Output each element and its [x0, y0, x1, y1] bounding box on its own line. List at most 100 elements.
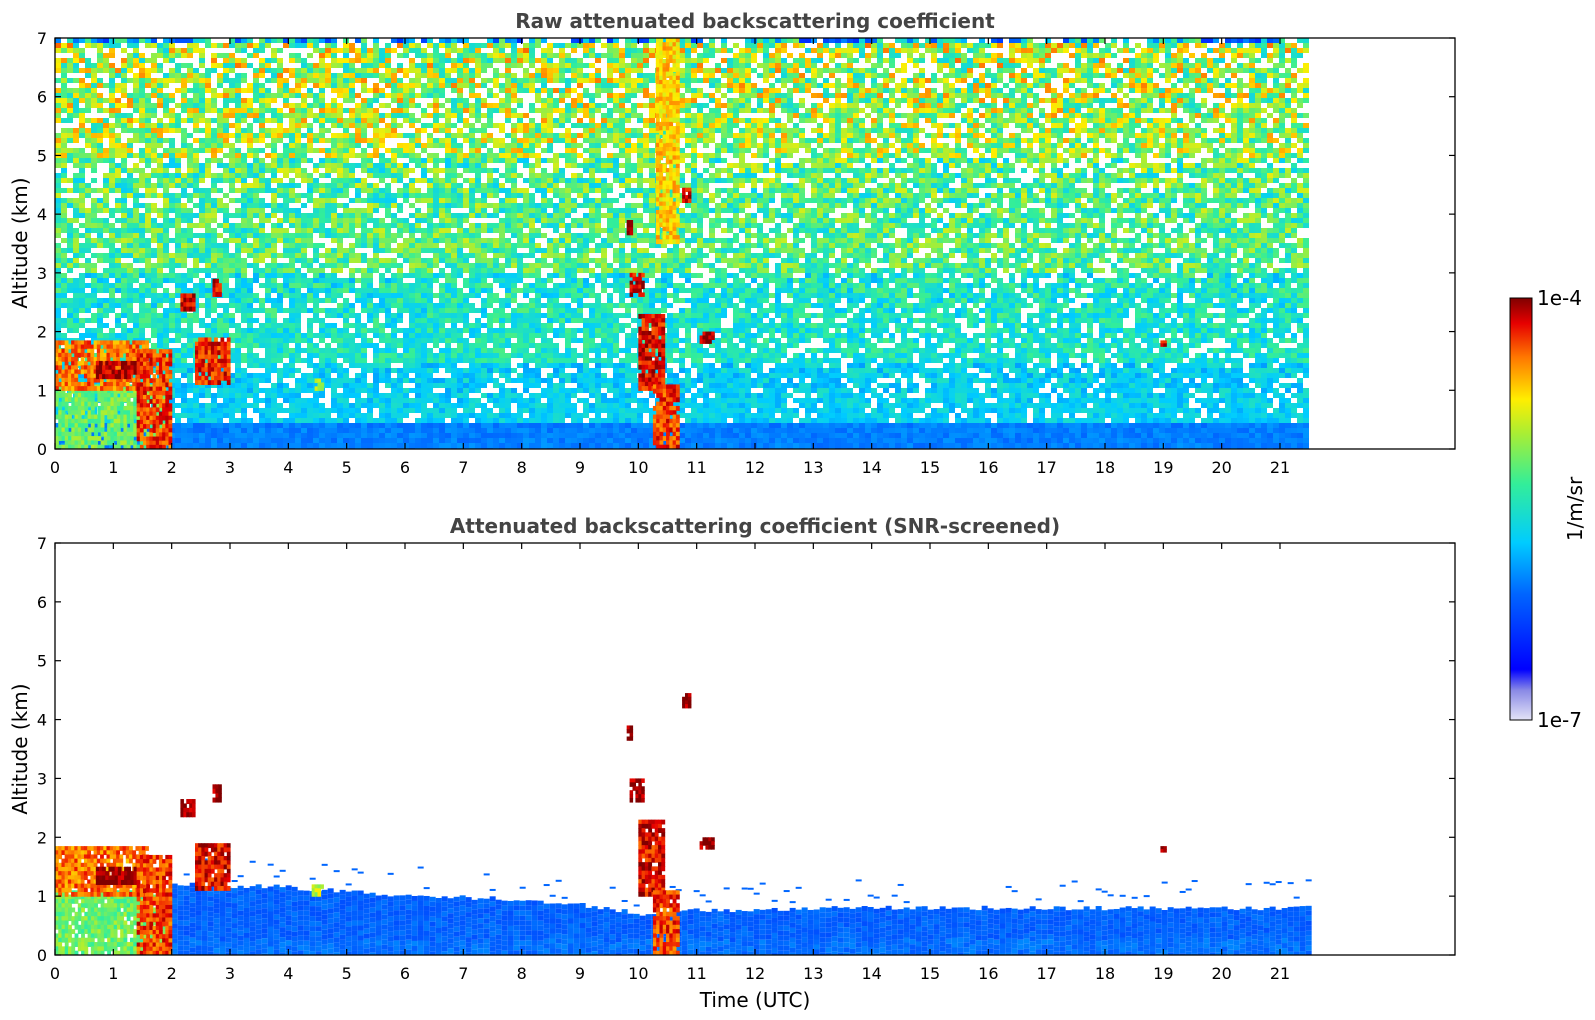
raw-background-cell	[421, 443, 427, 448]
raw-background-cell	[349, 208, 355, 213]
raw-background-cell	[343, 328, 349, 333]
raw-background-cell	[169, 318, 175, 323]
raw-background-cell	[439, 183, 445, 188]
raw-background-cell	[397, 353, 403, 358]
raw-background-cell	[199, 383, 205, 388]
raw-background-cell	[391, 233, 397, 238]
raw-background-cell	[115, 323, 121, 328]
raw-background-cell	[451, 68, 457, 73]
raw-background-cell	[475, 293, 481, 298]
raw-background-cell	[199, 143, 205, 148]
raw-background-cell	[121, 308, 127, 313]
raw-background-cell	[295, 243, 301, 248]
raw-background-cell	[475, 93, 481, 98]
raw-background-cell	[85, 248, 91, 253]
raw-background-cell	[481, 258, 487, 263]
raw-background-cell	[349, 308, 355, 313]
raw-background-cell	[439, 68, 445, 73]
raw-background-cell	[217, 178, 223, 183]
raw-background-cell	[229, 383, 235, 388]
raw-background-cell	[475, 423, 481, 428]
raw-background-cell	[199, 178, 205, 183]
raw-background-cell	[91, 328, 97, 333]
raw-background-cell	[121, 223, 127, 228]
raw-background-cell	[85, 93, 91, 98]
raw-background-cell	[427, 388, 433, 393]
raw-background-cell	[157, 83, 163, 88]
raw-background-cell	[259, 328, 265, 333]
raw-background-cell	[199, 418, 205, 423]
raw-background-cell	[313, 203, 319, 208]
raw-background-cell	[253, 318, 259, 323]
raw-background-cell	[349, 258, 355, 263]
raw-background-cell	[91, 93, 97, 98]
raw-background-cell	[217, 163, 223, 168]
raw-background-cell	[199, 283, 205, 288]
raw-background-cell	[271, 398, 277, 403]
raw-background-cell	[397, 98, 403, 103]
raw-background-cell	[439, 213, 445, 218]
raw-background-cell	[445, 108, 451, 113]
raw-background-cell	[55, 208, 61, 213]
raw-background-cell	[115, 273, 121, 278]
raw-background-cell	[235, 363, 241, 368]
raw-background-cell	[193, 383, 199, 388]
raw-background-cell	[355, 348, 361, 353]
raw-background-cell	[115, 263, 121, 268]
raw-background-cell	[361, 353, 367, 358]
raw-background-cell	[457, 388, 463, 393]
raw-background-cell	[457, 333, 463, 338]
raw-background-cell	[433, 83, 439, 88]
raw-background-cell	[211, 228, 217, 233]
raw-background-cell	[469, 268, 475, 273]
raw-background-cell	[61, 108, 67, 113]
raw-background-cell	[67, 348, 73, 353]
raw-background-cell	[55, 178, 61, 183]
raw-background-cell	[187, 53, 193, 58]
raw-background-cell	[343, 173, 349, 178]
raw-background-cell	[307, 53, 313, 58]
raw-background-cell	[337, 393, 343, 398]
raw-background-cell	[103, 238, 109, 243]
raw-background-cell	[355, 163, 361, 168]
raw-background-cell	[115, 83, 121, 88]
raw-background-cell	[115, 333, 121, 338]
raw-background-cell	[337, 373, 343, 378]
raw-background-cell	[409, 323, 415, 328]
raw-background-cell	[403, 443, 409, 448]
raw-background-cell	[403, 223, 409, 228]
raw-background-cell	[199, 173, 205, 178]
raw-background-cell	[253, 153, 259, 158]
raw-background-cell	[223, 163, 229, 168]
raw-background-cell	[169, 78, 175, 83]
raw-background-cell	[253, 263, 259, 268]
raw-background-cell	[289, 238, 295, 243]
raw-background-cell	[307, 378, 313, 383]
raw-background-cell	[397, 208, 403, 213]
raw-background-cell	[247, 88, 253, 93]
raw-background-cell	[409, 368, 415, 373]
raw-background-cell	[427, 328, 433, 333]
raw-background-cell	[205, 108, 211, 113]
raw-background-cell	[397, 243, 403, 248]
raw-background-cell	[487, 358, 493, 363]
raw-background-cell	[343, 228, 349, 233]
raw-background-cell	[265, 308, 271, 313]
raw-background-cell	[181, 78, 187, 83]
raw-background-cell	[145, 193, 151, 198]
raw-background-cell	[397, 383, 403, 388]
raw-background-cell	[241, 433, 247, 438]
raw-background-cell	[121, 188, 127, 193]
raw-background-cell	[193, 313, 199, 318]
raw-background-cell	[193, 178, 199, 183]
raw-background-cell	[247, 223, 253, 228]
raw-background-cell	[307, 418, 313, 423]
raw-background-cell	[175, 213, 181, 218]
raw-background-cell	[235, 343, 241, 348]
raw-background-cell	[199, 268, 205, 273]
raw-background-cell	[427, 143, 433, 148]
raw-background-cell	[67, 68, 73, 73]
raw-background-cell	[247, 373, 253, 378]
raw-background-cell	[391, 163, 397, 168]
raw-background-cell	[427, 243, 433, 248]
